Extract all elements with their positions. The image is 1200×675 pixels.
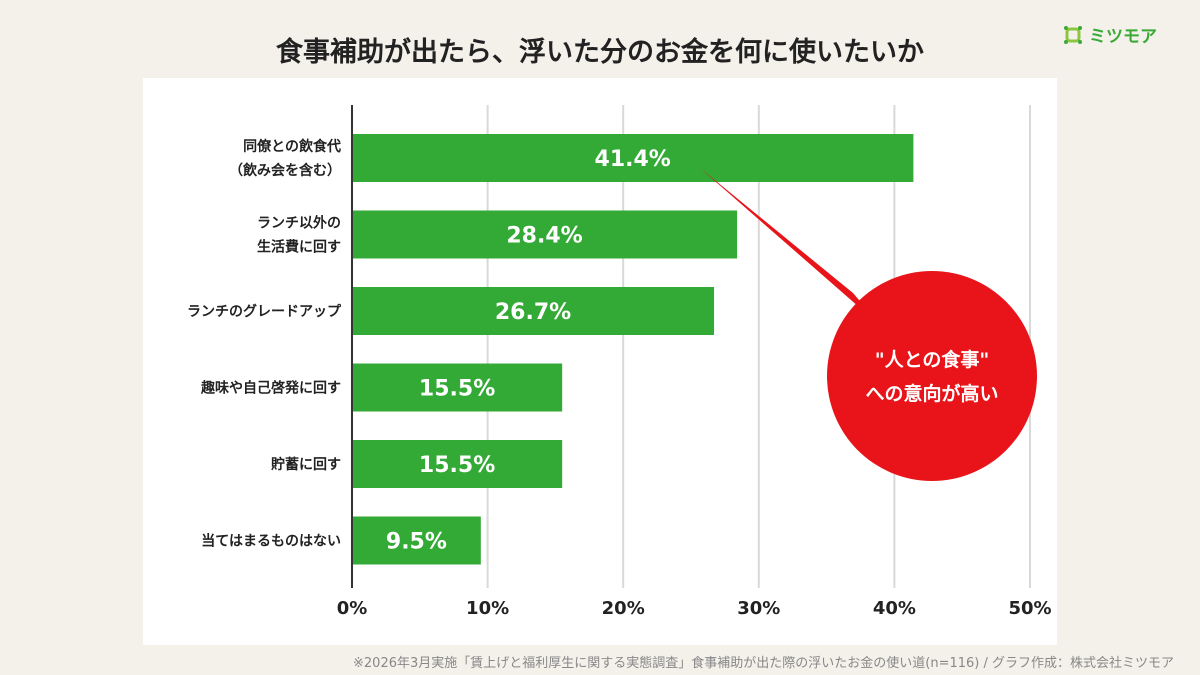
category-label: 趣味や自己啓発に回す [200,380,341,397]
category-label: 同僚との飲食代 [243,138,341,155]
callout-text-line2: への意向が高い [865,382,998,405]
data-label: 15.5% [419,453,495,478]
category-label: （飲み会を含む） [229,162,341,179]
footnote: ※2026年3月実施「賃上げと福利厚生に関する実態調査」食事補助が出た際の浮いた… [353,656,1174,671]
category-label: ランチのグレードアップ [187,303,342,320]
bar-chart: 0% 10% 20% 30% 40% 50% 41.4% 同僚との飲食代 （飲み会を含む） 28.… [187,105,1052,619]
data-label: 9.5% [386,530,447,555]
bar [352,210,738,259]
chart-panel: 0% 10% 20% 30% 40% 50% 41.4% 同僚との飲食代 （飲み会を含む） 28.… [143,78,1057,645]
data-label: 15.5% [419,377,495,402]
bar [352,363,563,412]
category-label: 貯蓄に回す [271,456,341,473]
x-tick-label: 30% [737,598,780,619]
x-tick-label: 10% [466,598,509,619]
logo: ミツモア [1063,22,1157,47]
bar [352,134,914,182]
callout-bubble [827,271,1037,481]
logo-icon [1064,25,1082,44]
chart-title: 食事補助が出たら、浮いた分のお金を何に使いたいか [276,37,924,68]
callout-text-line1: "人との食事" [875,348,990,371]
x-tick-label: 0% [337,598,368,619]
bar [352,516,481,565]
bar [352,287,715,335]
bar [352,440,563,488]
x-tick-label: 50% [1008,598,1051,619]
data-label: 28.4% [506,224,582,249]
logo-text: ミツモア [1089,27,1157,47]
data-label: 26.7% [495,300,571,325]
x-tick-label: 20% [602,598,645,619]
category-label: ランチ以外の [257,215,341,232]
callout-pointer [700,168,883,328]
x-tick-label: 40% [873,598,916,619]
category-label: 生活費に回す [257,239,341,256]
category-label: 当てはまるものはない [201,533,341,550]
data-label: 41.4% [595,147,671,172]
